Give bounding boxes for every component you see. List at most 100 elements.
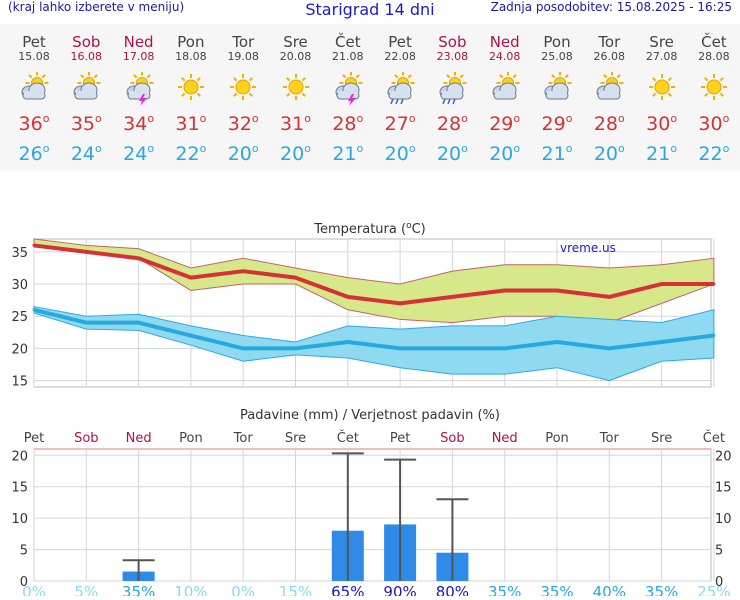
y-tick-label-right: 5: [715, 544, 723, 559]
sun-cloud-icon: [69, 71, 103, 104]
precipitation-probability: 10%: [174, 583, 207, 596]
max-temperature-point: [241, 269, 245, 273]
max-temperature-point: [294, 276, 297, 280]
x-tick-label: Sob: [440, 431, 464, 446]
x-tick-label: Pet: [24, 431, 44, 446]
day-header: Pon 25.08: [531, 34, 583, 64]
day-header: Ned 17.08: [113, 34, 165, 64]
max-temperature: 28o: [436, 112, 468, 135]
max-temperature: 30o: [698, 112, 730, 135]
temperature-chart: 15 20 25 30 35 Temperatura (oC) vreme.us: [11, 221, 716, 390]
y-tick-label: 10: [11, 512, 28, 527]
max-temperature: 28o: [332, 112, 364, 135]
min-temperature: 20o: [593, 142, 625, 165]
min-temperature: 20o: [489, 142, 521, 165]
day-name: Sob: [438, 33, 467, 51]
location-hint: (kraj lahko izberete v meniju): [8, 0, 185, 14]
precipitation-chart: Padavine (mm) / Verjetnost padavin (%) Pe…: [11, 408, 732, 596]
max-temperature: 28o: [593, 112, 625, 135]
y-tick-label: 0: [20, 575, 28, 590]
sun-icon: [697, 72, 731, 104]
x-tick-label: Pon: [179, 431, 203, 446]
min-temperature-point: [660, 340, 664, 344]
max-temperature: 31o: [175, 112, 207, 135]
day-header: Sob 23.08: [426, 34, 478, 64]
day-header: Sob 16.08: [60, 34, 112, 64]
sun-icon: [226, 72, 260, 104]
min-temperature: 20o: [436, 142, 468, 165]
x-tick-label: Čet: [703, 430, 725, 446]
precipitation-probability: 80%: [436, 583, 469, 596]
day-header: Sre 27.08: [636, 34, 688, 64]
min-temperature: 21o: [332, 142, 364, 165]
min-temperature-point: [84, 321, 88, 325]
max-temperature: 36o: [18, 112, 50, 135]
min-temperature-point: [398, 346, 402, 350]
day-name: Sre: [283, 33, 308, 51]
day-header: Tor 19.08: [217, 34, 269, 64]
max-temperature: 31o: [280, 112, 311, 135]
min-temperature-point: [241, 346, 245, 350]
min-temperature-point: [712, 334, 716, 338]
day-date: 19.08: [227, 50, 259, 63]
chart-title: Temperatura (oC): [313, 221, 425, 237]
y-tick-label: 15: [11, 481, 28, 496]
chart-credit: vreme.us: [560, 241, 616, 255]
precipitation-probability: 35%: [122, 583, 155, 596]
max-temperature: 30o: [646, 112, 678, 135]
day-name: Tor: [598, 33, 621, 51]
y-tick-label: 30: [11, 278, 28, 293]
x-tick-label: Tor: [233, 431, 254, 446]
y-tick-label: 15: [11, 375, 28, 390]
y-tick-label: 5: [20, 544, 28, 559]
min-temperature: 21o: [541, 142, 573, 165]
day-header: Pon 18.08: [165, 34, 217, 64]
precipitation-probability: 35%: [488, 583, 521, 596]
x-tick-label: Ned: [492, 431, 518, 446]
precipitation-probability: 5%: [74, 583, 98, 596]
day-header: Tor 26.08: [583, 34, 635, 64]
max-temperature: 29o: [489, 112, 521, 135]
x-tick-label: Pet: [390, 431, 410, 446]
min-temperature-point: [555, 340, 559, 344]
plot-area: [33, 448, 712, 582]
max-temperature-point: [398, 301, 402, 305]
sun-cloud-icon: [17, 71, 51, 104]
day-name: Pon: [543, 33, 571, 51]
day-date: 17.08: [122, 50, 155, 63]
max-temperature-point: [189, 276, 193, 280]
day-name: Pet: [22, 33, 46, 51]
chart-title: Padavine (mm) / Verjetnost padavin (%): [240, 408, 500, 423]
max-temperature: 29o: [541, 112, 573, 135]
min-temperature-line: [33, 307, 715, 351]
day-header: Pet 22.08: [374, 34, 426, 64]
sun-icon: [174, 72, 208, 104]
min-temperature: 26o: [18, 142, 50, 165]
day-header: Čet 21.08: [322, 34, 374, 64]
day-name: Pet: [388, 33, 412, 51]
x-tick-label: Sre: [285, 431, 306, 446]
max-temperature-point: [607, 295, 611, 299]
day-name: Tor: [232, 33, 255, 51]
min-temperature-point: [32, 308, 36, 312]
y-tick-label: 35: [11, 246, 28, 261]
day-date: 20.08: [279, 50, 312, 63]
y-tick-label: 20: [11, 342, 28, 357]
sun-cloud-rain-icon: [383, 71, 417, 105]
max-temperature-point: [450, 295, 454, 299]
sun-cloud-lightning-icon: [122, 71, 156, 106]
max-temperature-point: [555, 288, 559, 292]
min-temperature: 20o: [384, 142, 416, 165]
precipitation-probability: 90%: [383, 583, 416, 596]
precipitation-probability: 35%: [645, 583, 678, 596]
sun-cloud-icon: [592, 71, 626, 104]
min-temperature: 24o: [70, 142, 102, 165]
sun-cloud-lightning-icon: [331, 71, 365, 106]
day-header: Sre 20.08: [270, 34, 322, 64]
min-temperature-point: [346, 340, 350, 344]
min-temperature-point: [294, 346, 297, 350]
y-tick-label-right: 20: [715, 449, 732, 464]
max-temperature: 35o: [70, 112, 102, 135]
day-name: Sre: [649, 33, 674, 51]
precipitation-probability: 35%: [540, 583, 573, 596]
